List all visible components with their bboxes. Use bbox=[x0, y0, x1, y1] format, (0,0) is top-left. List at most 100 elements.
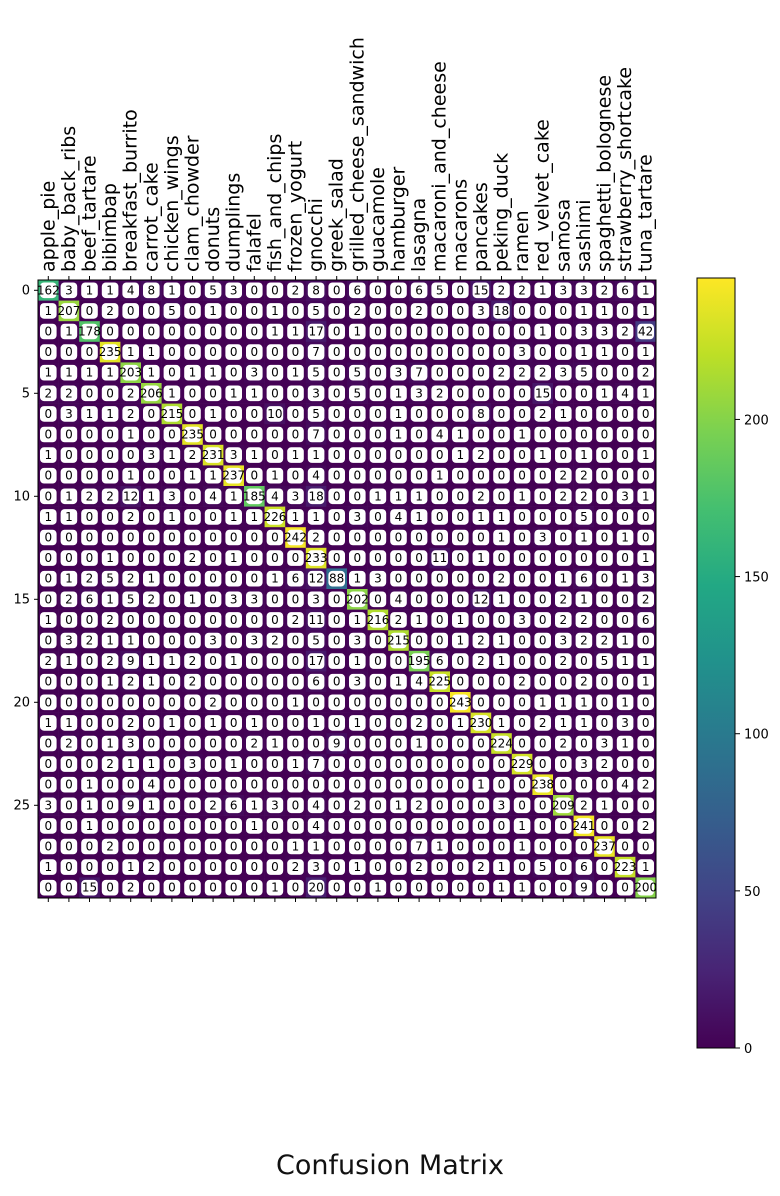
cell-value-label: 0 bbox=[230, 840, 238, 854]
cell-value-label: 0 bbox=[559, 675, 567, 689]
cell-value-label: 0 bbox=[498, 613, 506, 627]
cell-label-background bbox=[472, 467, 490, 484]
cell-label-background bbox=[163, 323, 181, 340]
y-tick-label: 25 bbox=[13, 798, 30, 813]
cell-value-label: 1 bbox=[642, 489, 650, 503]
cell-label-background bbox=[266, 426, 284, 443]
cell-value-label: 0 bbox=[353, 345, 361, 359]
cell-value-label: 0 bbox=[477, 613, 485, 627]
cell-label-background bbox=[431, 323, 448, 340]
cell-label-background bbox=[81, 570, 98, 587]
cell-value-label: 0 bbox=[230, 778, 238, 792]
cell-value-label: 1 bbox=[498, 716, 506, 730]
cell-label-background bbox=[349, 406, 366, 422]
cell-value-label: 0 bbox=[168, 592, 176, 606]
cell-value-label: 5 bbox=[209, 283, 217, 297]
cell-value-label: 8 bbox=[147, 283, 155, 297]
cell-value-label: 0 bbox=[271, 613, 279, 627]
cell-value-label: 0 bbox=[621, 613, 629, 627]
cell-value-label: 0 bbox=[539, 757, 547, 771]
cell-value-label: 1 bbox=[168, 510, 176, 524]
cell-label-background bbox=[513, 550, 531, 566]
cell-value-label: 0 bbox=[601, 716, 609, 730]
x-tick-label: samosa bbox=[552, 199, 574, 272]
cell-value-label: 0 bbox=[477, 366, 485, 380]
cell-value-label: 4 bbox=[395, 592, 403, 606]
cell-label-background bbox=[204, 632, 222, 649]
cell-label-background bbox=[369, 529, 387, 546]
cell-value-label: 0 bbox=[333, 386, 341, 400]
cell-value-label: 1 bbox=[498, 592, 506, 606]
cell-value-label: 1 bbox=[642, 345, 650, 359]
cell-label-background bbox=[390, 529, 407, 546]
cell-value-label: 0 bbox=[456, 860, 464, 874]
cell-value-label: 0 bbox=[456, 510, 464, 524]
cell-value-label: 1 bbox=[312, 448, 320, 462]
cell-value-label: 0 bbox=[250, 469, 258, 483]
cell-label-background bbox=[328, 344, 345, 360]
cell-value-label: 2 bbox=[106, 654, 114, 668]
cell-value-label: 1 bbox=[395, 675, 403, 689]
cell-value-label: 0 bbox=[456, 675, 464, 689]
cell-value-label: 195 bbox=[408, 654, 431, 668]
cell-value-label: 1 bbox=[539, 448, 547, 462]
cell-value-label: 0 bbox=[292, 819, 300, 833]
cell-value-label: 0 bbox=[559, 757, 567, 771]
cell-label-background bbox=[472, 344, 490, 360]
cell-value-label: 1 bbox=[147, 366, 155, 380]
cell-value-label: 0 bbox=[518, 695, 526, 709]
y-tick-label: 5 bbox=[22, 386, 30, 401]
cell-value-label: 3 bbox=[559, 283, 567, 297]
cell-label-background bbox=[307, 467, 325, 484]
cell-value-label: 224 bbox=[490, 737, 513, 751]
cell-label-background bbox=[369, 323, 387, 340]
cell-label-background bbox=[246, 323, 263, 340]
cell-value-label: 223 bbox=[614, 860, 637, 874]
cell-value-label: 2 bbox=[209, 798, 217, 812]
cell-value-label: 0 bbox=[374, 551, 382, 565]
cell-value-label: 1 bbox=[642, 283, 650, 297]
cell-label-background bbox=[596, 447, 613, 463]
cell-value-label: 3 bbox=[65, 283, 73, 297]
cell-label-background bbox=[596, 612, 613, 628]
cell-value-label: 0 bbox=[415, 592, 423, 606]
cell-label-background bbox=[431, 591, 448, 608]
cell-value-label: 1 bbox=[498, 881, 506, 895]
cell-label-background bbox=[534, 612, 551, 628]
cell-label-background bbox=[40, 550, 57, 566]
cell-value-label: 185 bbox=[243, 489, 266, 503]
cell-value-label: 0 bbox=[271, 366, 279, 380]
x-tick-label: macaroni_and_cheese bbox=[429, 61, 451, 272]
cell-value-label: 0 bbox=[580, 778, 588, 792]
cell-value-label: 2 bbox=[477, 860, 485, 874]
cell-label-background bbox=[266, 612, 284, 628]
cell-value-label: 0 bbox=[189, 613, 197, 627]
cell-value-label: 1 bbox=[106, 634, 114, 648]
cell-label-background bbox=[81, 550, 98, 566]
cell-value-label: 0 bbox=[395, 325, 403, 339]
cell-value-label: 0 bbox=[333, 283, 341, 297]
cell-label-background bbox=[534, 447, 551, 463]
cell-value-label: 0 bbox=[127, 819, 135, 833]
cell-value-label: 0 bbox=[230, 695, 238, 709]
cell-label-background bbox=[225, 570, 242, 587]
cell-value-label: 0 bbox=[436, 778, 444, 792]
cell-label-background bbox=[493, 529, 510, 546]
cell-label-background bbox=[163, 447, 181, 463]
cell-value-label: 0 bbox=[498, 757, 506, 771]
cell-label-background bbox=[493, 406, 510, 422]
cell-value-label: 0 bbox=[147, 407, 155, 421]
cell-value-label: 0 bbox=[621, 551, 629, 565]
cell-value-label: 0 bbox=[498, 551, 506, 565]
cell-value-label: 0 bbox=[106, 778, 114, 792]
cell-value-label: 0 bbox=[580, 654, 588, 668]
cell-value-label: 7 bbox=[312, 428, 320, 442]
cell-value-label: 3 bbox=[230, 592, 238, 606]
cell-value-label: 0 bbox=[333, 881, 341, 895]
cell-value-label: 1 bbox=[580, 695, 588, 709]
cell-label-background bbox=[493, 323, 510, 340]
cell-value-label: 0 bbox=[44, 489, 52, 503]
cell-label-background bbox=[81, 632, 98, 649]
cell-value-label: 5 bbox=[353, 386, 361, 400]
cell-value-label: 1 bbox=[250, 510, 258, 524]
